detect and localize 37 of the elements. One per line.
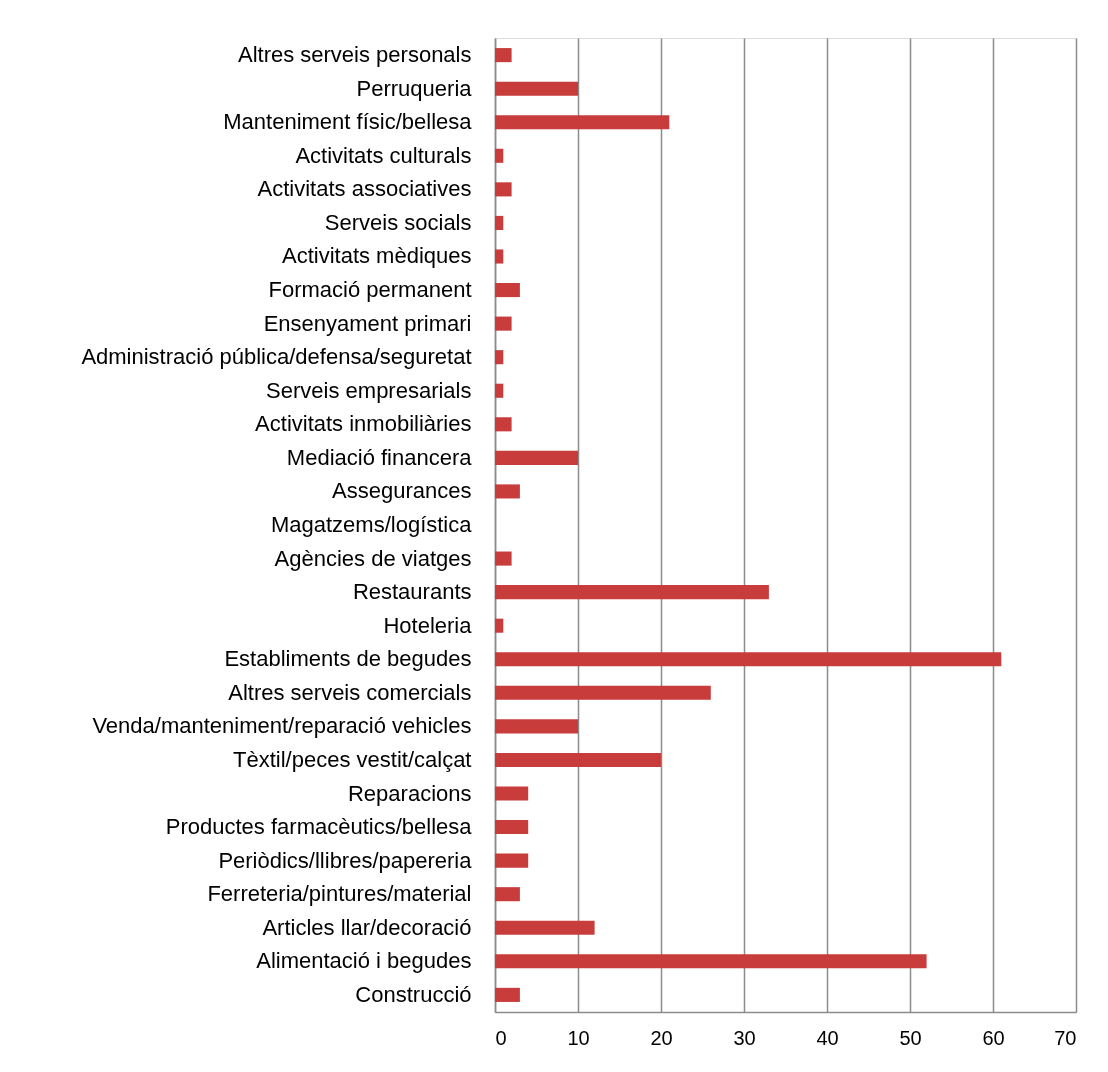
y-tick-label: Mediació financera <box>286 444 473 470</box>
y-tick-label: Activitats inmobiliàries <box>255 411 472 437</box>
y-tick-label: Altres serveis comercials <box>228 679 472 705</box>
x-tick-label: 60 <box>982 1026 1005 1049</box>
y-tick-label: Activitats associatives <box>257 176 472 202</box>
x-tick-label: 10 <box>567 1026 590 1049</box>
y-tick-label: Periòdics/llibres/papereria <box>218 847 473 873</box>
x-tick-label: 70 <box>1054 1026 1077 1049</box>
y-tick-label: Activitats mèdiques <box>281 243 472 269</box>
y-tick-label: Formació permanent <box>268 277 472 303</box>
y-tick-label: Administració pública/defensa/seguretat <box>81 344 472 370</box>
y-tick-label: Construcció <box>355 981 472 1007</box>
y-tick-label: Hoteleria <box>383 612 473 638</box>
y-tick-label: Perruqueria <box>356 75 473 101</box>
y-tick-label: Venda/manteniment/reparació vehicles <box>92 713 472 739</box>
y-tick-label: Establiments de begudes <box>224 646 472 672</box>
y-tick-label: Serveis socials <box>324 209 472 235</box>
y-tick-label: Manteniment físic/bellesa <box>223 109 473 135</box>
y-tick-label: Ferreteria/pintures/material <box>207 881 472 907</box>
y-tick-label: Articles llar/decoració <box>262 914 472 940</box>
y-tick-label: Assegurances <box>332 478 472 504</box>
y-tick-label: Altres serveis personals <box>237 42 472 68</box>
y-tick-label: Restaurants <box>352 579 472 605</box>
y-tick-label: Productes farmacèutics/bellesa <box>165 814 473 840</box>
y-tick-label: Reparacions <box>347 780 472 806</box>
x-tick-label: 20 <box>650 1026 673 1049</box>
y-tick-label: Activitats culturals <box>295 142 472 168</box>
y-tick-label: Alimentació i begudes <box>256 948 472 974</box>
y-tick-label: Serveis empresarials <box>266 377 472 403</box>
x-tick-label: 30 <box>733 1026 756 1049</box>
y-tick-label: Ensenyament primari <box>263 310 472 336</box>
y-tick-label: Agències de viatges <box>274 545 472 571</box>
x-tick-label: 40 <box>816 1026 839 1049</box>
x-tick-label: 50 <box>899 1026 922 1049</box>
x-tick-label: 0 <box>495 1026 507 1049</box>
y-tick-label: Tèxtil/peces vestit/calçat <box>233 746 472 772</box>
y-tick-label: Magatzems/logística <box>270 512 473 537</box>
